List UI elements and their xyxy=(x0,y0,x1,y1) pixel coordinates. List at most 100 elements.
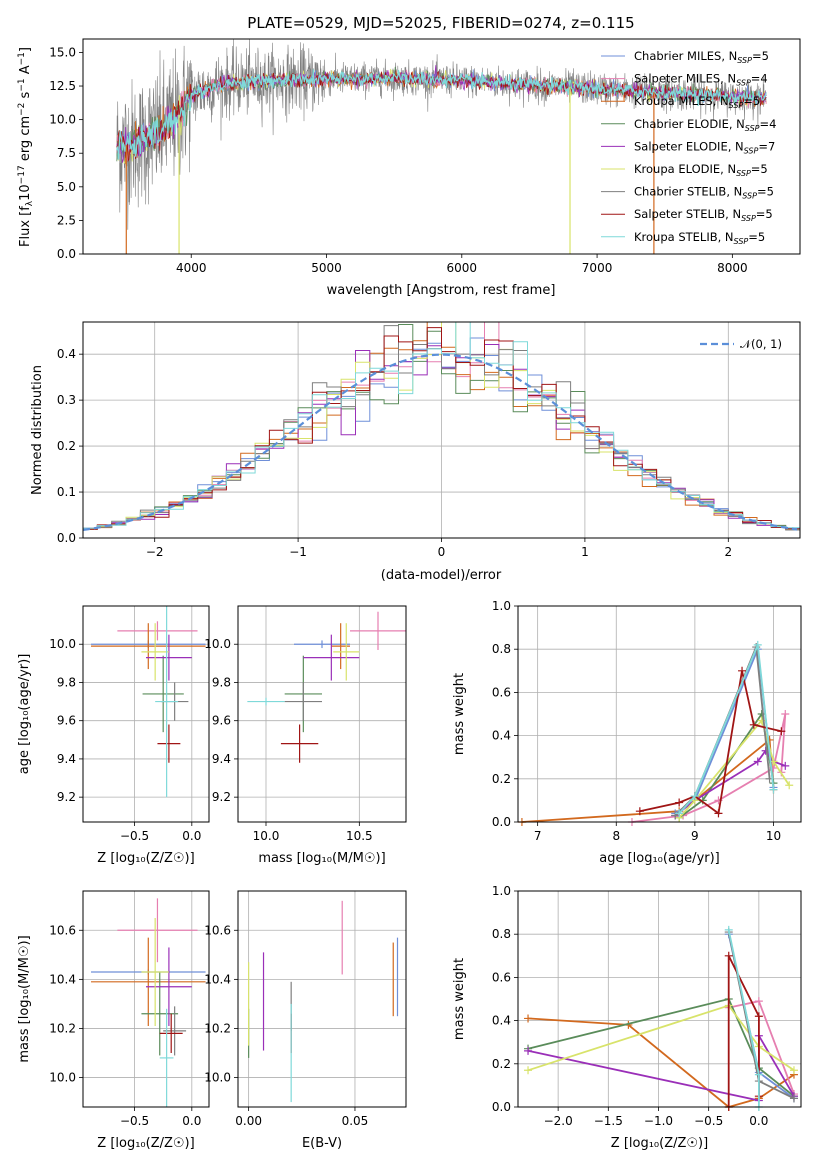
marker-kroupa_stelib xyxy=(754,1070,763,1079)
y-axis-label: mass weight xyxy=(452,958,467,1040)
y-tick-label: 10.2 xyxy=(204,1021,231,1035)
marker-salpeter_stelib xyxy=(749,720,758,729)
legend-label-chabrier_miles: Chabrier MILES, NSSP=5 xyxy=(634,49,769,65)
z-mass-panel: −0.5 0.0 10.0 10.2 10.4 10.6 Z [log₁₀(Z/Z☉)] ma… xyxy=(17,890,210,1151)
x-tick-label: −1 xyxy=(289,545,307,559)
x-axis-label: mass [log₁₀(M/M☉)] xyxy=(258,851,385,866)
errorbar-kroupa_elodie xyxy=(333,623,360,681)
hist-kroupa_stelib xyxy=(83,322,800,533)
marker-kroupa_stelib xyxy=(690,792,699,801)
marker-kroupa_stelib xyxy=(724,925,733,934)
x-axis-label: wavelength [Angstrom, rest frame] xyxy=(327,283,556,298)
x-tick-label: 10.5 xyxy=(346,829,373,843)
z_weight-series xyxy=(524,925,798,1111)
errorbar-kroupa_miles xyxy=(331,623,350,670)
histogram-legend: 𝒩(0, 1) xyxy=(700,337,782,351)
x-tick-label: 8000 xyxy=(717,261,748,275)
y-tick-label: 0.0 xyxy=(57,531,76,545)
y-tick-label: 12.5 xyxy=(49,79,76,93)
marker-salpeter_elodie xyxy=(524,1046,533,1055)
legend-label-normal: 𝒩(0, 1) xyxy=(740,337,782,351)
z_age-points xyxy=(91,606,206,798)
age_weight-series xyxy=(517,640,794,826)
y-tick-label: 0.8 xyxy=(492,927,511,941)
errorbar-salpeter_stelib xyxy=(159,1013,183,1053)
x-tick-label: 0.0 xyxy=(182,1114,201,1128)
x-tick-label: 0.05 xyxy=(342,1114,369,1128)
y-axis-label: Flux [fλ10−17 erg cm−2 s−1 A−1] xyxy=(17,47,35,247)
y-tick-label: 0.1 xyxy=(57,485,76,499)
spectrum-legend: Chabrier MILES, NSSP=5 Salpeter MILES, NS… xyxy=(601,49,776,246)
y-axis-label: age [log₁₀(age/yr)] xyxy=(17,654,32,775)
y-tick-label: 0.4 xyxy=(492,1014,511,1028)
x-tick-label: 0 xyxy=(438,545,446,559)
legend-label-chabrier_elodie: Chabrier ELODIE, NSSP=4 xyxy=(634,117,776,133)
z-weight-panel: −2.0 −1.5 −1.0 −0.5 0.0 0.0 0.2 0.4 0.6 0.8 1.0 Z [… xyxy=(452,884,802,1151)
chart-title: PLATE=0529, MJD=52025, FIBERID=0274, z=0… xyxy=(247,14,634,32)
x-tick-label: 1 xyxy=(581,545,589,559)
marker-kroupa_stelib xyxy=(675,809,684,818)
x-tick-label: −0.5 xyxy=(120,829,149,843)
legend-label-kroupa_stelib: Kroupa STELIB, NSSP=5 xyxy=(634,230,765,246)
errorbar-kroupa_miles xyxy=(91,623,206,670)
errorbar-chabrier_stelib xyxy=(284,682,322,721)
x-axis-label: Z [log₁₀(Z/Z☉)] xyxy=(97,851,194,866)
legend-label-salpeter_stelib: Salpeter STELIB, NSSP=5 xyxy=(634,207,773,223)
y-axis-label: Normed distribution xyxy=(30,365,45,495)
errorbar-kroupa_stelib xyxy=(155,606,179,798)
histogram-steps xyxy=(83,322,800,533)
spectrum-lines xyxy=(116,39,767,254)
marker-salpeter_miles xyxy=(781,710,790,718)
y-axis-label: mass [log₁₀(M/M☉)] xyxy=(17,935,32,1062)
y-tick-label: 9.6 xyxy=(212,714,231,728)
errorbar-salpeter_miles xyxy=(350,611,406,650)
x-tick-label: −0.5 xyxy=(120,1114,149,1128)
errorbar-kroupa_stelib xyxy=(247,697,285,706)
x-tick-label: 10 xyxy=(766,829,781,843)
x-tick-label: −0.5 xyxy=(694,1114,723,1128)
mass_age-points xyxy=(247,611,406,763)
errorbar-salpeter_miles xyxy=(117,898,198,963)
legend-label-chabrier_stelib: Chabrier STELIB, NSSP=5 xyxy=(634,185,774,201)
y-tick-label: 1.0 xyxy=(492,599,511,613)
marker-salpeter_elodie xyxy=(781,761,790,770)
observed-spectrum xyxy=(116,39,767,230)
y-tick-label: 0.8 xyxy=(492,642,511,656)
x-tick-label: −1.5 xyxy=(594,1114,623,1128)
x-tick-label: −2.0 xyxy=(544,1114,573,1128)
y-tick-label: 0.0 xyxy=(492,815,511,829)
y-axis-label: mass weight xyxy=(452,673,467,755)
marker-kroupa_stelib xyxy=(753,640,762,649)
x-axis-label: age [log₁₀(age/yr)] xyxy=(599,851,720,866)
x-axis-label: (data-model)/error xyxy=(381,568,502,583)
y-tick-label: 10.6 xyxy=(204,923,231,937)
y-tick-label: 0.2 xyxy=(57,439,76,453)
x-tick-label: 8 xyxy=(612,829,620,843)
mass-age-panel: 10.0 10.5 9.2 9.4 9.6 9.8 10.0 mass [log₁₀(M/M☉… xyxy=(204,605,407,866)
y-tick-label: 10.0 xyxy=(49,113,76,127)
y-tick-label: 2.5 xyxy=(57,213,76,227)
z_mass-points xyxy=(91,898,206,1107)
marker-kroupa_stelib xyxy=(769,785,778,794)
y-tick-label: 5.0 xyxy=(57,180,76,194)
x-axis-label: Z [log₁₀(Z/Z☉)] xyxy=(611,1136,708,1151)
marker-salpeter_stelib xyxy=(724,951,733,960)
x-tick-label: 5000 xyxy=(311,261,342,275)
marker-salpeter_stelib xyxy=(738,666,747,675)
x-tick-label: 9 xyxy=(691,829,699,843)
ebv_mass-points xyxy=(248,900,399,1103)
y-tick-label: 0.6 xyxy=(492,970,511,984)
errorbar-salpeter_miles xyxy=(117,621,198,641)
y-tick-label: 0.4 xyxy=(492,729,511,743)
y-tick-label: 10.0 xyxy=(49,637,76,651)
marker-kroupa_elodie xyxy=(789,1066,798,1075)
y-tick-label: 9.8 xyxy=(57,675,76,689)
x-tick-label: −2 xyxy=(146,545,164,559)
y-tick-label: 0.4 xyxy=(57,347,76,361)
errorbar-kroupa_stelib xyxy=(159,1008,174,1107)
spectrum-panel: PLATE=0529, MJD=52025, FIBERID=0274, z=0… xyxy=(17,14,801,298)
y-tick-label: 0.2 xyxy=(492,772,511,786)
y-tick-label: 10.0 xyxy=(204,1071,231,1085)
marker-salpeter_stelib xyxy=(754,1012,763,1021)
x-tick-label: 0.00 xyxy=(235,1114,262,1128)
